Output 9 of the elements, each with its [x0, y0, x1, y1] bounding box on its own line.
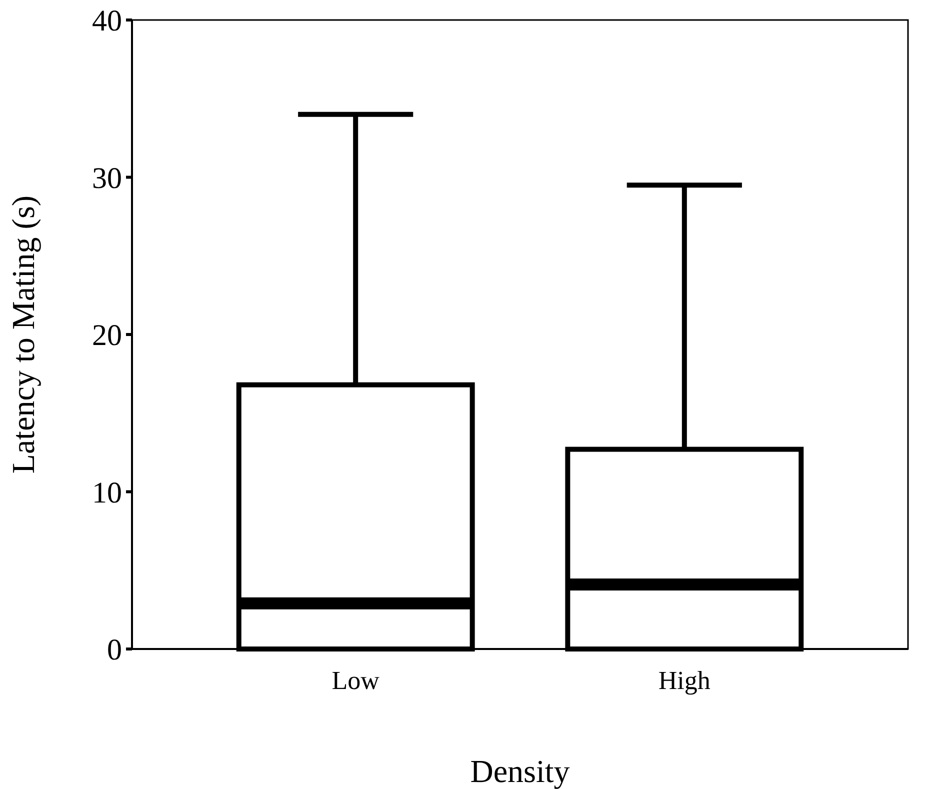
y-axis-title: Latency to Mating (s): [5, 195, 41, 474]
x-tick-label: Low: [332, 666, 380, 695]
y-tick-label: 10: [92, 476, 122, 510]
y-tick-label: 40: [92, 4, 122, 38]
x-tick-label: High: [658, 666, 710, 695]
x-axis-title: Density: [470, 753, 570, 789]
y-tick-label: 20: [92, 319, 122, 352]
y-tick-label: 30: [92, 162, 122, 195]
y-tick-label: 0: [107, 634, 122, 666]
